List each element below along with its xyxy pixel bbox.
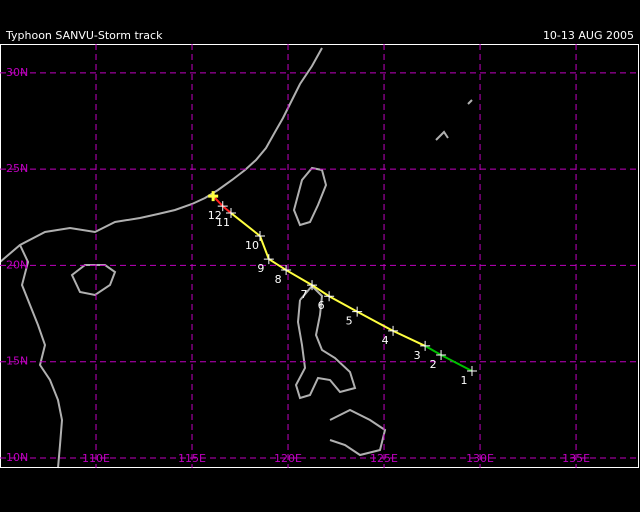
track-segment	[268, 258, 287, 271]
track-point	[217, 201, 228, 212]
track-point	[263, 254, 274, 265]
track-point	[466, 365, 477, 376]
point-label: 5	[346, 315, 353, 328]
lon-label: 135E	[562, 452, 590, 465]
point-label: 9	[257, 262, 264, 275]
track-segment	[392, 329, 426, 347]
point-label: 1	[460, 374, 467, 387]
track-segment	[230, 212, 261, 237]
lon-label: 125E	[370, 452, 398, 465]
track-point	[254, 230, 265, 241]
track-segment	[285, 269, 313, 286]
lat-label: 10N	[6, 451, 28, 464]
point-label: 3	[414, 349, 421, 362]
china-coast	[0, 47, 323, 263]
lon-label: 130E	[466, 452, 494, 465]
islands-2	[467, 99, 473, 105]
lat-label: 15N	[6, 355, 28, 368]
lat-label: 25N	[6, 162, 28, 175]
track-point	[420, 340, 431, 351]
track-point	[388, 325, 399, 336]
point-label: 10	[245, 239, 259, 252]
date: 10-13 AUG 2005	[543, 29, 634, 42]
track-segment	[212, 195, 224, 207]
track-segment	[424, 345, 442, 356]
hainan	[70, 264, 117, 297]
track-segment	[328, 295, 358, 313]
lon-label: 115E	[178, 452, 206, 465]
track-point	[281, 265, 292, 276]
islands	[435, 130, 449, 141]
point-label: 6	[318, 299, 325, 312]
track-segment	[222, 205, 232, 214]
point-label: 4	[382, 334, 389, 347]
point-label: 8	[275, 273, 282, 286]
point-label: 2	[430, 358, 437, 371]
track-point	[436, 349, 447, 360]
track-point	[352, 306, 363, 317]
track-point	[307, 280, 318, 291]
point-label: 11	[216, 216, 230, 229]
track-point	[225, 208, 236, 219]
point-label: 7	[301, 288, 308, 301]
track-segment	[311, 284, 330, 298]
luzon	[294, 284, 357, 400]
lat-label: 20N	[6, 258, 28, 271]
last-position	[208, 191, 219, 202]
track-segment	[440, 354, 473, 372]
lat-label: 30N	[6, 66, 28, 79]
lon-label: 110E	[82, 452, 110, 465]
point-label: 12	[208, 209, 222, 222]
track-segment	[259, 235, 270, 260]
frame	[0, 44, 639, 468]
track-point	[324, 291, 335, 302]
tonkin-coast	[19, 244, 64, 469]
track-segment	[356, 310, 394, 332]
visayas	[329, 408, 387, 457]
lon-label: 120E	[274, 452, 302, 465]
title: Typhoon SANVU-Storm track	[5, 29, 163, 42]
